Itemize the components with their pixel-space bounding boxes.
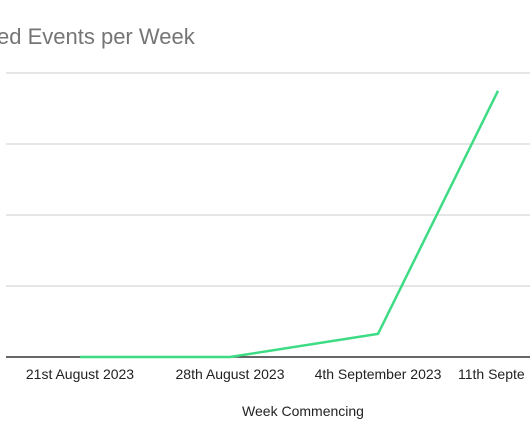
series-line xyxy=(80,90,500,359)
chart-title: ved Events per Week xyxy=(0,24,196,49)
x-tick-label: 4th September 2023 xyxy=(315,366,442,382)
x-tick-label: 11th Septe xyxy=(458,366,525,382)
x-tick-label: 21st August 2023 xyxy=(26,366,134,382)
x-tick-labels: 21st August 2023 28th August 2023 4th Sept… xyxy=(26,366,525,382)
gridlines xyxy=(6,72,530,358)
series-layer xyxy=(80,90,500,359)
x-axis-label: Week Commencing xyxy=(242,403,364,419)
x-tick-label: 28th August 2023 xyxy=(176,366,285,382)
